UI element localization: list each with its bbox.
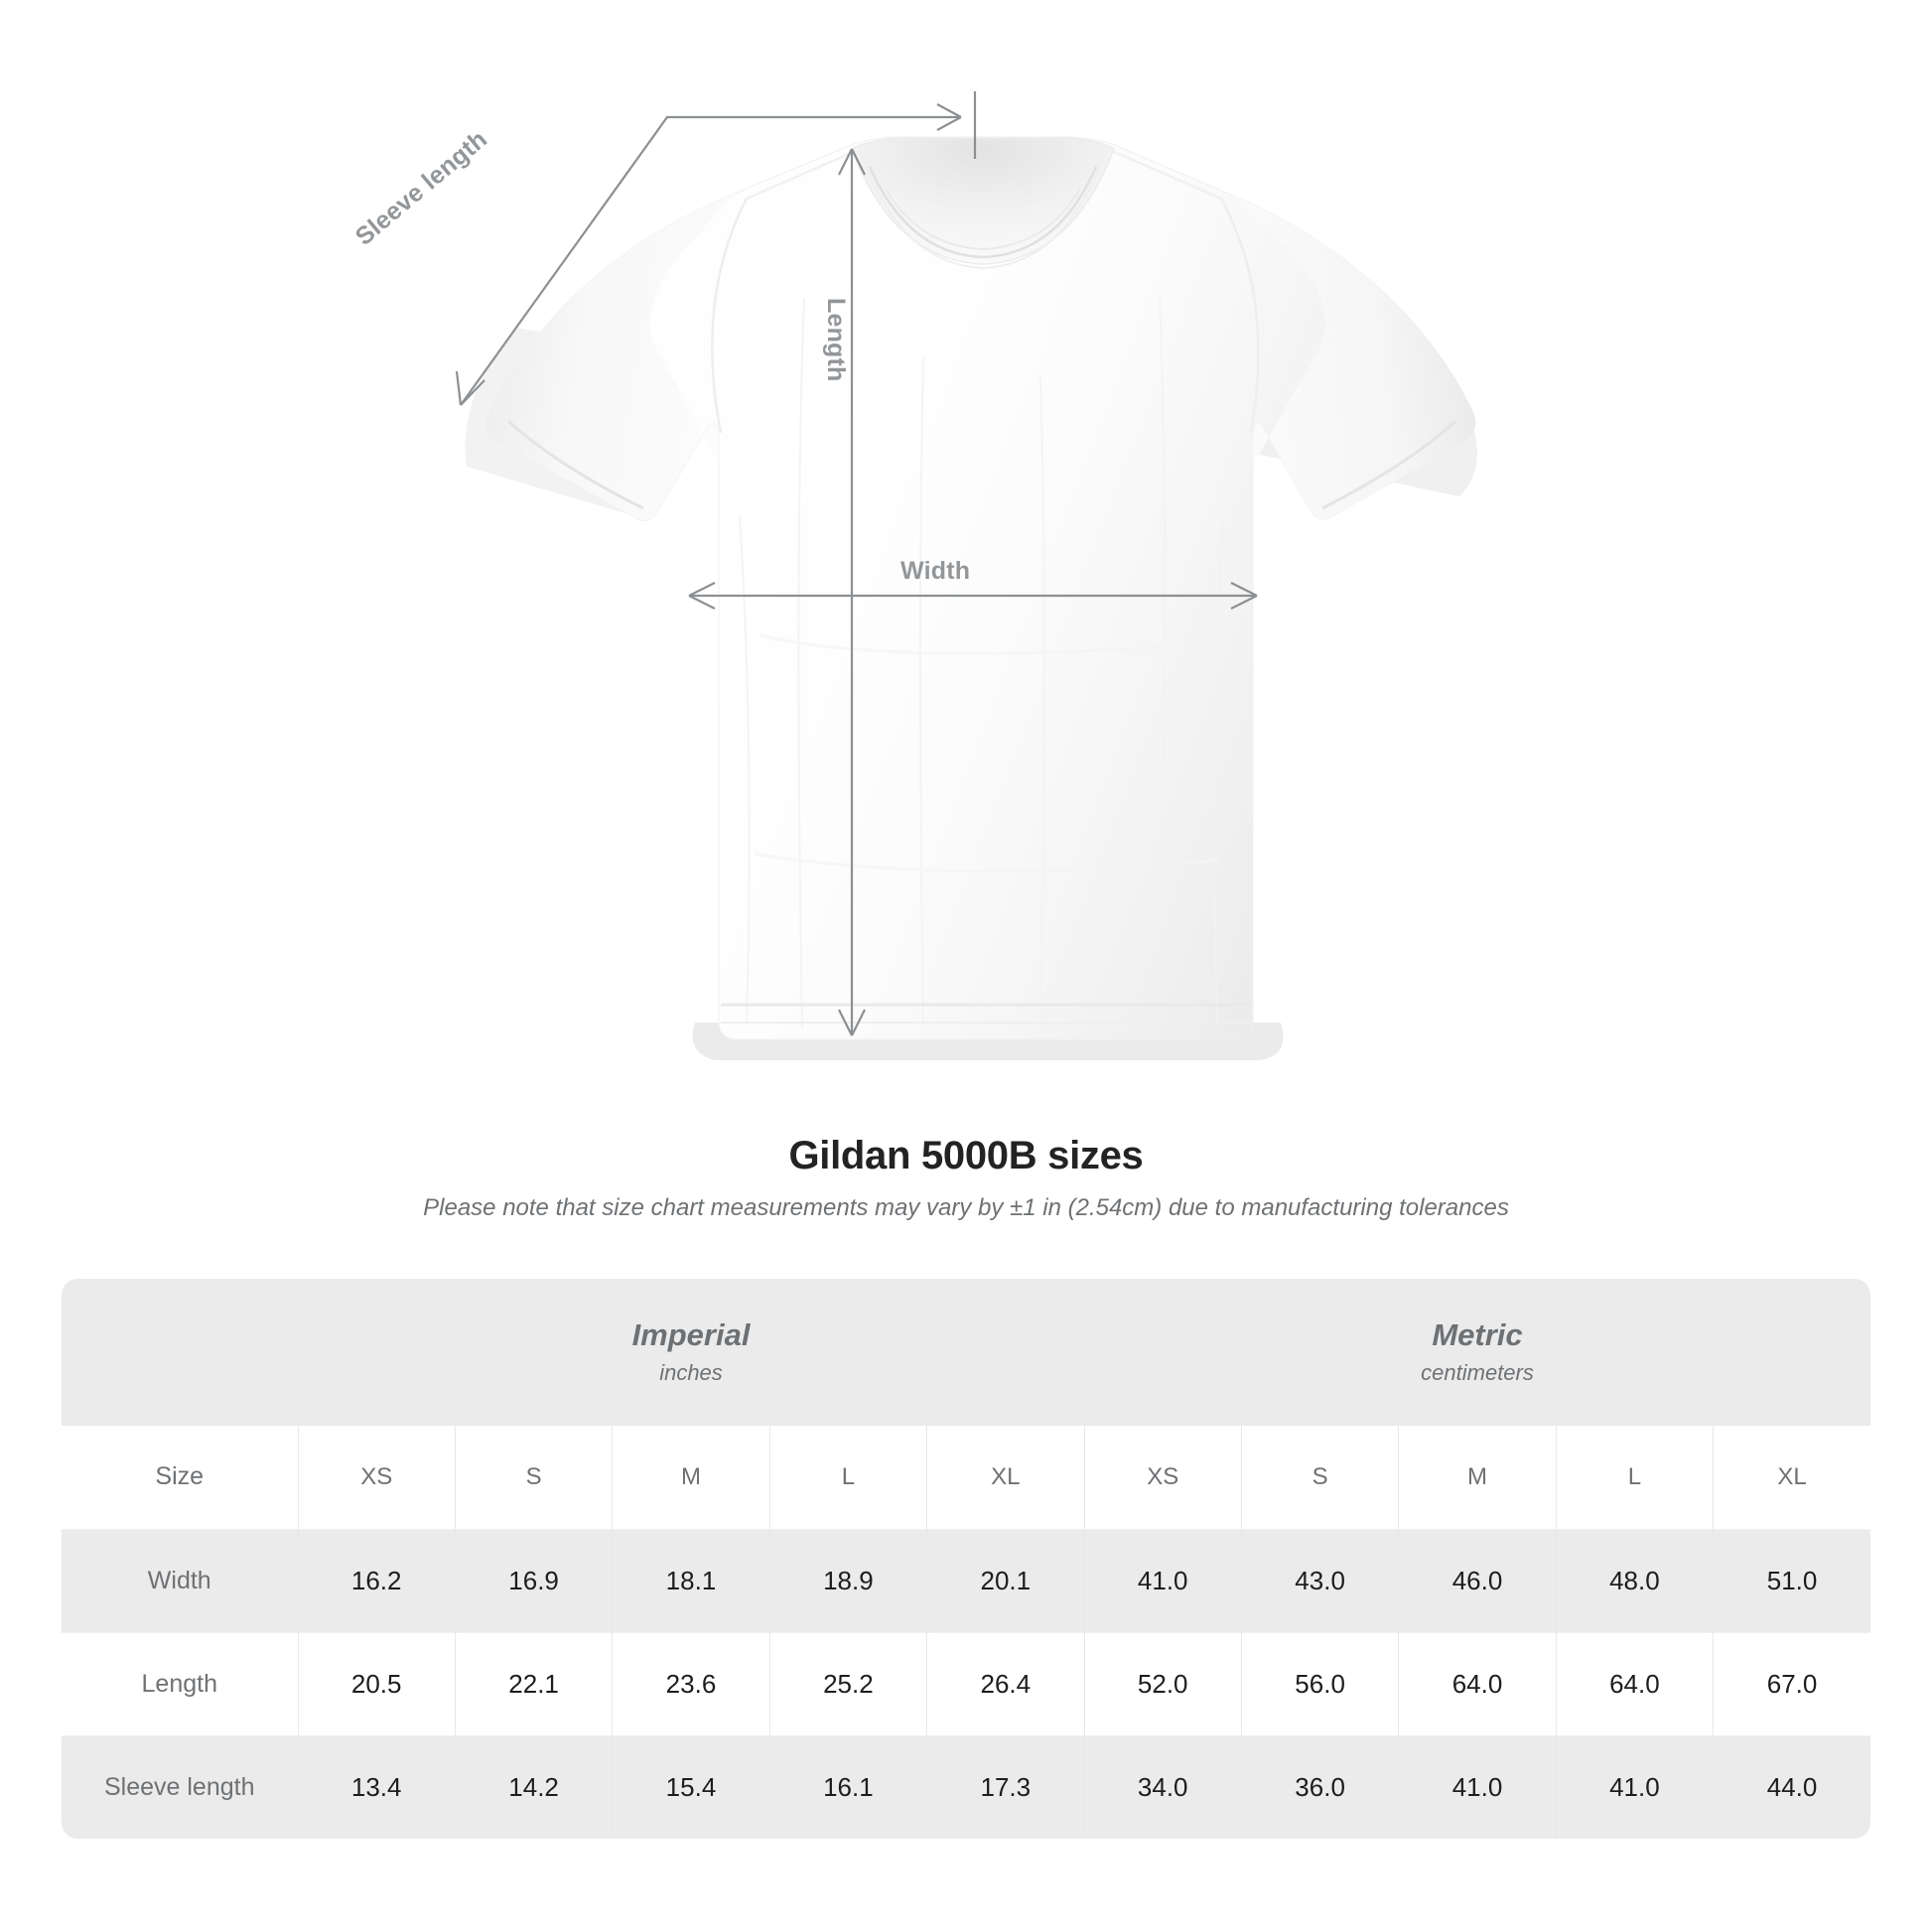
cell-length-metric-m: 64.0 <box>1398 1631 1557 1735</box>
size-header-imperial-xs: XS <box>297 1426 456 1529</box>
table-body: Imperial inches Metric centimeters Size XS S M L… <box>62 1279 1871 1839</box>
row-header-width: Width <box>62 1528 298 1632</box>
cell-width-metric-s: 43.0 <box>1240 1528 1399 1632</box>
cell-sleeve-length-imperial-m: 15.4 <box>612 1734 770 1839</box>
row-header-sleeve-length: Sleeve length <box>62 1734 298 1839</box>
size-header-metric-l: L <box>1555 1426 1714 1529</box>
cell-length-metric-xl: 67.0 <box>1713 1631 1871 1735</box>
table-row: Width 16.2 16.9 18.1 18.9 20.1 41.0 43.0 46.0 48.… <box>62 1528 1871 1632</box>
dimension-lines <box>455 91 1258 1036</box>
size-header-imperial-m: M <box>612 1426 770 1529</box>
title-block: Gildan 5000B sizes Please note that size… <box>0 1133 1932 1223</box>
cell-sleeve-length-metric-s: 36.0 <box>1240 1734 1399 1839</box>
unit-group-header-row: Imperial inches Metric centimeters <box>62 1279 1871 1426</box>
cell-width-imperial-l: 18.9 <box>768 1528 927 1632</box>
cell-sleeve-length-metric-xl: 44.0 <box>1713 1734 1871 1839</box>
size-chart-table: Imperial inches Metric centimeters Size XS S M L… <box>62 1279 1871 1839</box>
cell-width-metric-l: 48.0 <box>1555 1528 1714 1632</box>
cell-width-metric-m: 46.0 <box>1398 1528 1557 1632</box>
cell-length-imperial-l: 25.2 <box>768 1631 927 1735</box>
cell-length-imperial-s: 22.1 <box>454 1631 613 1735</box>
size-table-container: Imperial inches Metric centimeters Size XS S M L… <box>62 1279 1871 1839</box>
length-dimension <box>838 148 866 1036</box>
cell-length-metric-l: 64.0 <box>1555 1631 1714 1735</box>
size-header-metric-xl: XL <box>1713 1426 1871 1529</box>
cell-width-imperial-s: 16.9 <box>454 1528 613 1632</box>
size-header-row: Size XS S M L XL XS S M L XL <box>62 1426 1871 1529</box>
cell-sleeve-length-metric-l: 41.0 <box>1555 1734 1714 1839</box>
cell-width-imperial-m: 18.1 <box>612 1528 770 1632</box>
size-header-imperial-xl: XL <box>926 1426 1085 1529</box>
cell-length-imperial-xs: 20.5 <box>297 1631 456 1735</box>
table-row: Sleeve length 13.4 14.2 15.4 16.1 17.3 34.0 36.… <box>62 1734 1871 1839</box>
table-corner-blank <box>62 1279 298 1426</box>
tolerance-note: Please note that size chart measurements… <box>423 1194 1509 1221</box>
unit-group-name: Metric <box>1432 1317 1523 1353</box>
size-header-metric-xs: XS <box>1083 1426 1242 1529</box>
tshirt-illustration <box>455 91 1477 1060</box>
unit-group-unit: centimeters <box>1421 1360 1534 1386</box>
width-dimension <box>688 582 1258 610</box>
cell-width-imperial-xl: 20.1 <box>926 1528 1085 1632</box>
cell-length-imperial-m: 23.6 <box>612 1631 770 1735</box>
cell-sleeve-length-imperial-xl: 17.3 <box>926 1734 1085 1839</box>
unit-group-header-metric: Metric centimeters <box>1084 1279 1871 1426</box>
cell-sleeve-length-metric-xs: 34.0 <box>1083 1734 1242 1839</box>
unit-group-header-imperial: Imperial inches <box>298 1279 1085 1426</box>
cell-length-metric-xs: 52.0 <box>1083 1631 1242 1735</box>
sleeve-length-dimension <box>455 91 977 406</box>
garment-body <box>485 136 1476 1040</box>
size-column-header: Size <box>62 1426 298 1529</box>
page-title: Gildan 5000B sizes <box>788 1134 1144 1177</box>
size-header-metric-m: M <box>1398 1426 1557 1529</box>
cell-sleeve-length-metric-m: 41.0 <box>1398 1734 1557 1839</box>
tshirt-diagram: Sleeve length Length Width <box>350 91 1477 1060</box>
cell-width-imperial-xs: 16.2 <box>297 1528 456 1632</box>
cell-length-metric-s: 56.0 <box>1240 1631 1399 1735</box>
cell-width-metric-xs: 41.0 <box>1083 1528 1242 1632</box>
cell-length-imperial-xl: 26.4 <box>926 1631 1085 1735</box>
size-header-imperial-l: L <box>768 1426 927 1529</box>
cell-width-metric-xl: 51.0 <box>1713 1528 1871 1632</box>
width-label: Width <box>900 557 971 585</box>
size-header-imperial-s: S <box>454 1426 613 1529</box>
cell-sleeve-length-imperial-s: 14.2 <box>454 1734 613 1839</box>
cell-sleeve-length-imperial-l: 16.1 <box>768 1734 927 1839</box>
table-row: Length 20.5 22.1 23.6 25.2 26.4 52.0 56.0 64.0 64… <box>62 1631 1871 1735</box>
unit-group-unit: inches <box>659 1360 723 1386</box>
length-label: Length <box>822 298 850 382</box>
cell-sleeve-length-imperial-xs: 13.4 <box>297 1734 456 1839</box>
row-header-length: Length <box>62 1631 298 1735</box>
unit-group-name: Imperial <box>631 1317 751 1353</box>
size-header-metric-s: S <box>1240 1426 1399 1529</box>
